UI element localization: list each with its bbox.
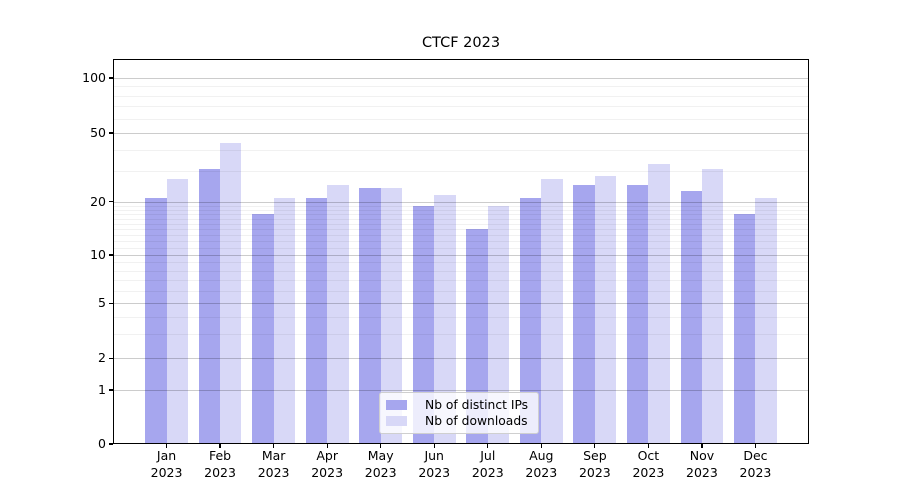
y-tick-label: 50	[90, 124, 106, 140]
bar-distinct-ips-nov	[680, 191, 702, 444]
y-tick-mark	[108, 254, 113, 256]
y-tick-mark	[108, 443, 113, 445]
bar-downloads-mar	[273, 198, 296, 444]
x-tick-year: 2023	[525, 464, 558, 480]
legend-label-downloads: Nb of downloads	[425, 413, 528, 428]
x-tick-mark	[540, 444, 542, 448]
x-tick-label: Jan 2023	[137, 448, 197, 481]
legend-item-downloads: Nb of downloads	[386, 413, 532, 429]
y-tick-label: 20	[90, 193, 106, 209]
bar-distinct-ips-aug	[519, 198, 542, 444]
x-tick-label: Jun 2023	[404, 448, 464, 481]
legend-item-distinct-ips: Nb of distinct IPs	[386, 397, 532, 413]
x-tick-label: Apr 2023	[297, 448, 357, 481]
x-tick-label: Jul 2023	[458, 448, 518, 481]
bar-downloads-jul	[487, 205, 510, 444]
bar-distinct-ips-feb	[198, 168, 221, 444]
x-tick-year: 2023	[686, 464, 718, 480]
bar-downloads-jan	[166, 179, 188, 444]
bar-downloads-nov	[701, 168, 724, 444]
x-tick-year: 2023	[632, 464, 665, 480]
x-tick-mark	[754, 444, 757, 448]
x-tick-mark	[594, 444, 596, 448]
legend-swatch-downloads	[386, 416, 407, 426]
x-tick-label: Sep 2023	[565, 448, 625, 481]
y-tick-label: 10	[90, 247, 106, 262]
x-tick-label: May 2023	[351, 448, 411, 481]
legend-label-distinct-ips: Nb of distinct IPs	[425, 397, 529, 412]
x-tick-year: 2023	[257, 464, 290, 480]
bar-downloads-oct	[648, 164, 670, 444]
x-tick-year: 2023	[471, 464, 504, 480]
bar-distinct-ips-jul	[466, 229, 488, 444]
x-tick-mark	[326, 444, 328, 448]
x-tick-mark	[219, 444, 221, 448]
legend-swatch-distinct-ips	[386, 400, 407, 410]
bar-downloads-feb	[220, 142, 242, 444]
x-tick-mark	[647, 444, 649, 448]
x-tick-year: 2023	[364, 464, 397, 480]
y-tick-label: 2	[98, 350, 106, 366]
bar-downloads-jun	[434, 194, 456, 444]
bar-downloads-apr	[327, 184, 349, 444]
y-tick-mark	[108, 77, 113, 79]
y-tick-label: 100	[82, 70, 106, 86]
y-tick-label: 0	[98, 436, 106, 451]
y-tick-label: 1	[98, 381, 106, 397]
x-tick-mark	[165, 444, 168, 448]
x-tick-label: Aug 2023	[511, 448, 571, 481]
legend: Nb of distinct IPs Nb of downloads	[379, 392, 539, 434]
x-tick-year: 2023	[311, 464, 344, 480]
bar-downloads-may	[380, 188, 403, 444]
x-tick-mark	[380, 444, 382, 448]
x-tick-label: Oct 2023	[618, 448, 678, 481]
x-tick-mark	[433, 444, 435, 448]
bar-distinct-ips-apr	[305, 198, 328, 444]
x-tick-year: 2023	[418, 464, 451, 480]
y-tick-mark	[108, 389, 113, 391]
x-tick-label: Mar 2023	[244, 448, 304, 481]
bar-distinct-ips-may	[359, 188, 381, 444]
x-tick-mark	[487, 444, 489, 448]
chart-title: CTCF 2023	[421, 35, 501, 51]
bar-downloads-aug	[541, 179, 563, 444]
x-tick-year: 2023	[739, 464, 772, 480]
bar-distinct-ips-jun	[412, 205, 435, 444]
bar-downloads-dec	[755, 198, 777, 444]
bar-distinct-ips-mar	[252, 214, 274, 444]
y-tick-mark	[108, 132, 113, 134]
bar-downloads-sep	[594, 176, 617, 444]
x-tick-label: Nov 2023	[672, 448, 732, 481]
x-tick-year: 2023	[150, 464, 183, 480]
x-tick-year: 2023	[204, 464, 236, 480]
bars-layer	[113, 59, 809, 444]
x-tick-label: Feb 2023	[190, 448, 250, 481]
bar-distinct-ips-dec	[734, 214, 756, 444]
bar-distinct-ips-sep	[573, 184, 595, 444]
x-tick-label: Dec 2023	[725, 448, 785, 481]
plot-area	[113, 59, 809, 444]
y-tick-mark	[108, 201, 113, 203]
x-tick-year: 2023	[578, 464, 611, 480]
bar-distinct-ips-jan	[145, 198, 167, 444]
bar-distinct-ips-oct	[626, 184, 649, 444]
y-tick-label: 5	[98, 295, 106, 311]
y-tick-mark	[108, 302, 113, 304]
x-tick-mark	[273, 444, 275, 448]
y-tick-mark	[108, 357, 113, 359]
x-tick-mark	[701, 444, 703, 448]
